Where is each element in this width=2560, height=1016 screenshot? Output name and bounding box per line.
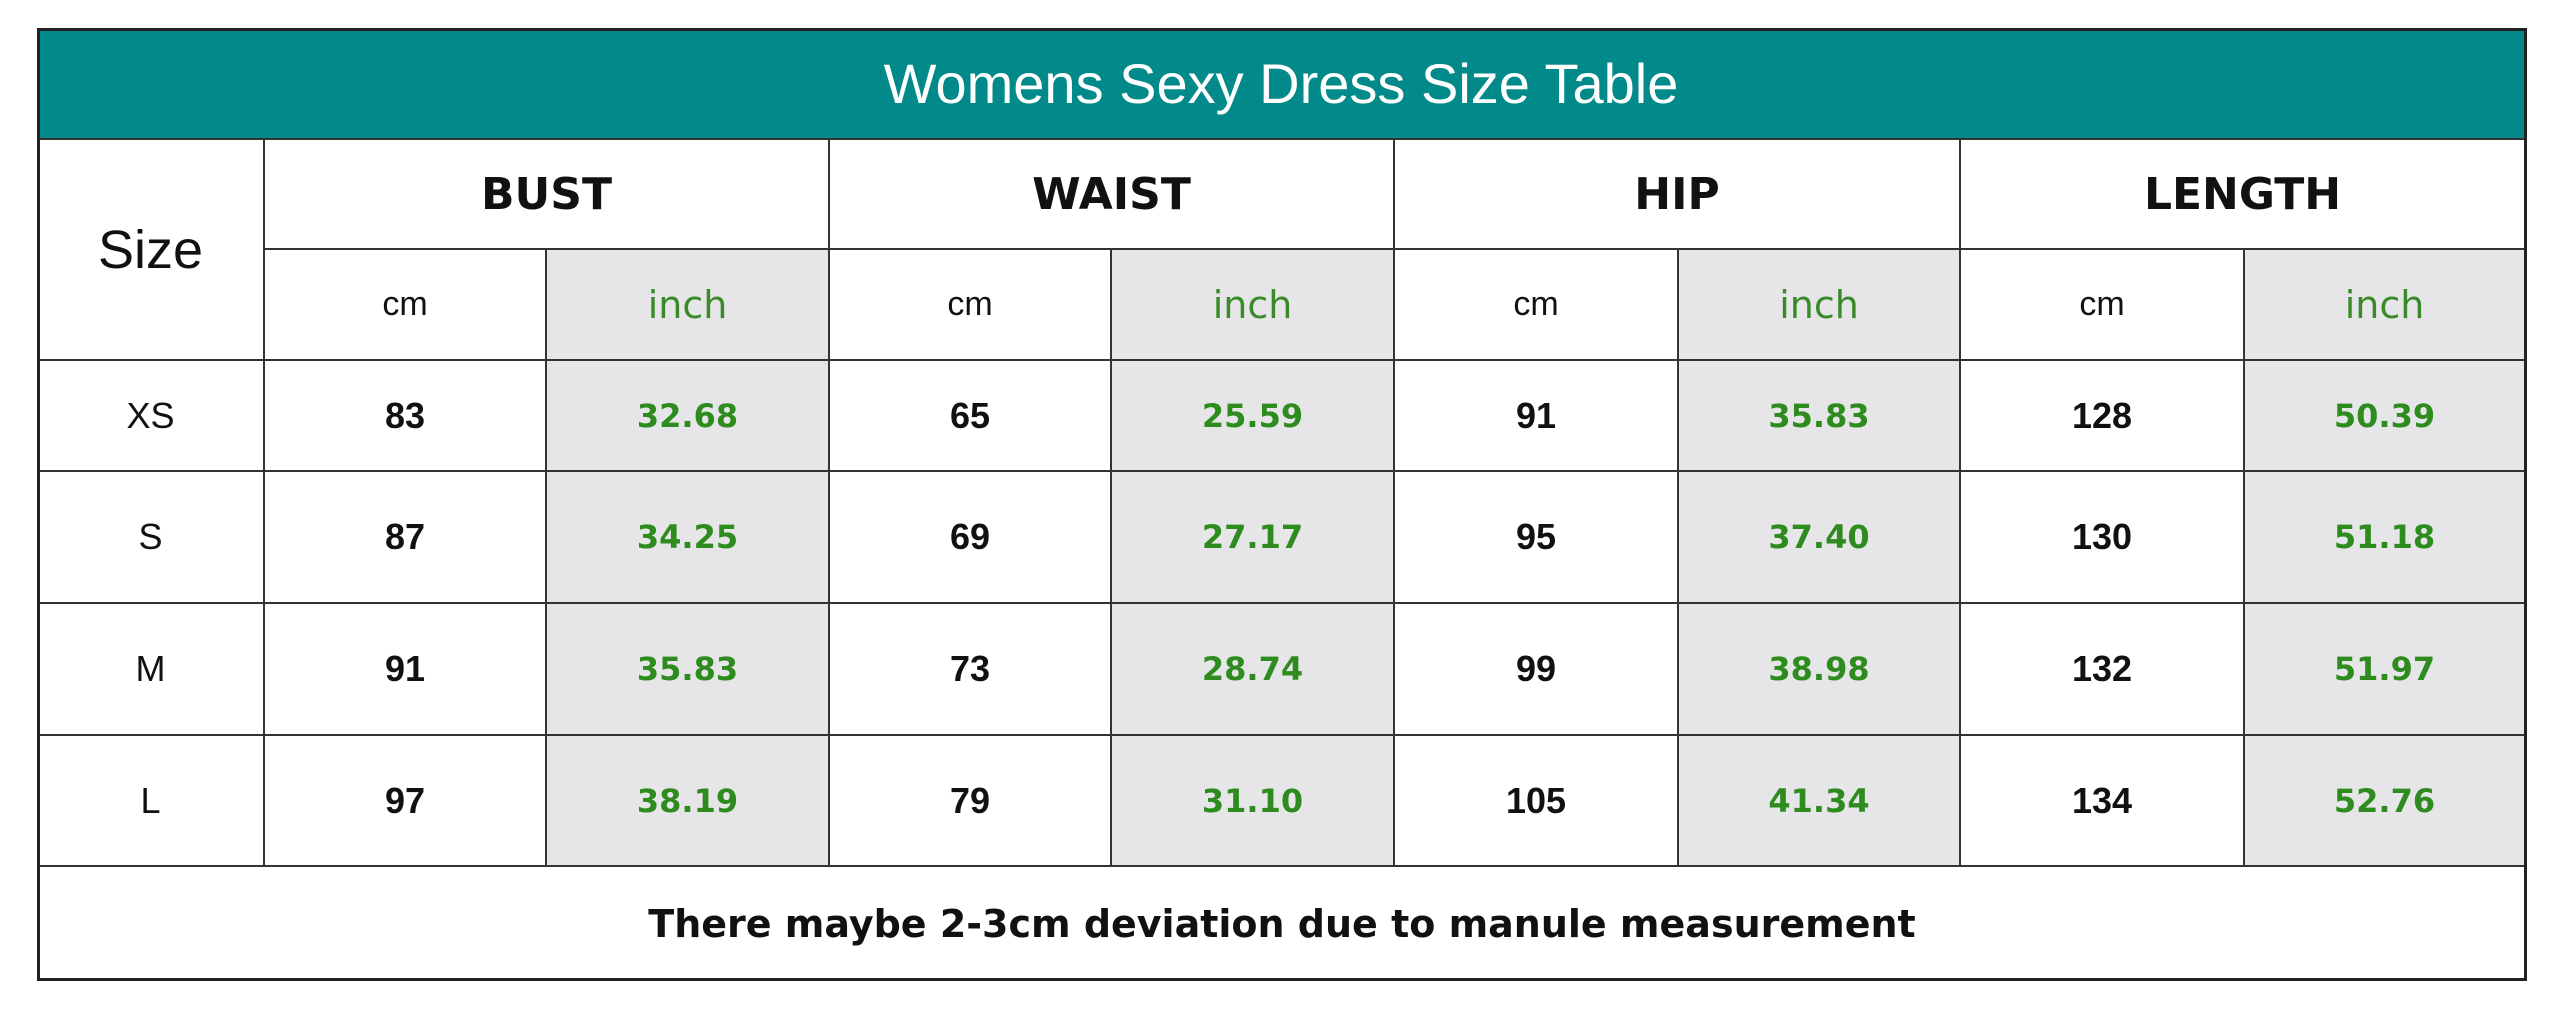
measurement: 50.39: [2245, 361, 2526, 472]
size-header: Size: [38, 140, 265, 361]
group-header: WAIST: [830, 140, 1395, 250]
table-title: Womens Sexy Dress Size Table: [38, 29, 2526, 140]
footnote: There maybe 2-3cm deviation due to manul…: [648, 901, 1916, 946]
unit-header: inch: [1112, 250, 1395, 361]
measurement: 91: [265, 604, 547, 736]
unit-header: cm: [265, 250, 547, 361]
measurement: 128: [1961, 361, 2245, 472]
measurement: 32.68: [547, 361, 830, 472]
measurement: 105: [1395, 736, 1679, 867]
measurement: 83: [265, 361, 547, 472]
measurement: 65: [830, 361, 1112, 472]
measurement: 51.18: [2245, 472, 2526, 604]
measurement: 79: [830, 736, 1112, 867]
measurement: 41.34: [1679, 736, 1961, 867]
size-label: XS: [38, 361, 265, 472]
measurement: 25.59: [1112, 361, 1395, 472]
measurement: 51.97: [2245, 604, 2526, 736]
size-label: M: [38, 604, 265, 736]
size-label: S: [38, 472, 265, 604]
unit-header: cm: [830, 250, 1112, 361]
group-header: LENGTH: [1961, 140, 2526, 250]
measurement: 35.83: [547, 604, 830, 736]
group-header: HIP: [1395, 140, 1961, 250]
measurement: 52.76: [2245, 736, 2526, 867]
measurement: 99: [1395, 604, 1679, 736]
measurement: 37.40: [1679, 472, 1961, 604]
measurement: 95: [1395, 472, 1679, 604]
measurement: 35.83: [1679, 361, 1961, 472]
measurement: 38.98: [1679, 604, 1961, 736]
measurement: 31.10: [1112, 736, 1395, 867]
measurement: 97: [265, 736, 547, 867]
measurement: 27.17: [1112, 472, 1395, 604]
measurement: 69: [830, 472, 1112, 604]
unit-header: cm: [1395, 250, 1679, 361]
measurement: 34.25: [547, 472, 830, 604]
measurement: 130: [1961, 472, 2245, 604]
unit-header: inch: [2245, 250, 2526, 361]
size-label: L: [38, 736, 265, 867]
unit-header: cm: [1961, 250, 2245, 361]
measurement: 28.74: [1112, 604, 1395, 736]
unit-header: inch: [1679, 250, 1961, 361]
measurement: 73: [830, 604, 1112, 736]
group-header: BUST: [265, 140, 830, 250]
measurement: 38.19: [547, 736, 830, 867]
measurement: 91: [1395, 361, 1679, 472]
unit-header: inch: [547, 250, 830, 361]
measurement: 132: [1961, 604, 2245, 736]
measurement: 87: [265, 472, 547, 604]
measurement: 134: [1961, 736, 2245, 867]
